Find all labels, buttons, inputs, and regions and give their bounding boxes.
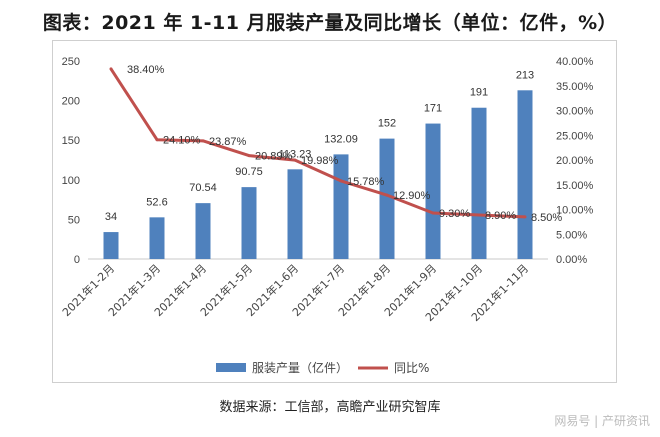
- line-data-label: 8.90%: [485, 210, 516, 222]
- line-data-label: 38.40%: [127, 64, 165, 76]
- y-right-tick-label: 40.00%: [556, 56, 594, 68]
- line-data-label: 9.30%: [439, 208, 470, 220]
- bar: [241, 187, 257, 259]
- yoy-line: [109, 68, 526, 219]
- bar-data-label: 70.54: [189, 182, 217, 194]
- line-data-label: 23.87%: [209, 136, 247, 148]
- bar: [517, 90, 533, 259]
- y-right-tick-label: 5.00%: [556, 229, 587, 241]
- line-data-label: 8.50%: [531, 212, 562, 224]
- y-left-tick-label: 250: [62, 56, 80, 68]
- bar-data-label: 152: [378, 118, 396, 130]
- y-right-tick-label: 25.00%: [556, 130, 594, 142]
- line-data-label: 19.98%: [301, 155, 339, 167]
- y-left-tick-label: 50: [68, 214, 80, 226]
- legend-bar-label: 服装产量（亿件）: [252, 360, 348, 375]
- bar: [195, 203, 211, 259]
- line-point: [201, 139, 205, 143]
- bar-data-label: 52.6: [146, 196, 167, 208]
- chart-title: 图表：2021 年 1-11 月服装产量及同比增长（单位：亿件，%）: [42, 12, 618, 34]
- y-right-tick-label: 0.00%: [556, 254, 587, 266]
- y-right-tick-label: 20.00%: [556, 155, 594, 167]
- y-right-tick-label: 10.00%: [556, 205, 594, 217]
- bar: [471, 107, 487, 259]
- bar: [149, 217, 165, 259]
- bar-data-label: 34: [105, 211, 117, 223]
- line-point: [385, 193, 389, 197]
- bar-data-label: 171: [424, 103, 442, 115]
- line-data-label: 20.89%: [255, 151, 293, 163]
- bar-data-label: 113.23: [279, 148, 312, 160]
- y-left-tick-label: 150: [62, 135, 80, 147]
- source-note: 数据来源：工信部，高瞻产业研究智库: [219, 400, 441, 415]
- line-data-label: 15.78%: [347, 176, 385, 188]
- bar: [287, 169, 303, 259]
- line-point: [523, 215, 527, 219]
- line-point: [293, 158, 297, 162]
- legend-line-label: 同比%: [394, 361, 429, 375]
- line-point: [477, 213, 481, 217]
- line-point: [155, 138, 159, 142]
- bar: [333, 154, 349, 259]
- bar-data-label: 132.09: [324, 133, 358, 145]
- y-left-tick-label: 200: [62, 96, 80, 108]
- y-right-tick-label: 15.00%: [556, 180, 594, 192]
- line-point: [431, 211, 435, 215]
- y-left-tick-label: 100: [62, 175, 80, 187]
- watermark: 网易号 | 产研资讯: [554, 414, 650, 428]
- line-data-label: 12.90%: [393, 190, 431, 202]
- line-point: [109, 67, 113, 71]
- bar-data-label: 191: [470, 87, 488, 99]
- y-right-tick-label: 30.00%: [556, 106, 594, 118]
- line-point: [247, 154, 251, 158]
- y-right-tick-label: 35.00%: [556, 81, 594, 93]
- bar: [103, 232, 119, 259]
- legend-bar-swatch: [216, 363, 246, 372]
- bar-data-label: 90.75: [235, 166, 263, 178]
- bar: [425, 123, 441, 260]
- line-point: [339, 179, 343, 183]
- bar: [379, 138, 395, 259]
- y-left-tick-label: 0: [74, 254, 80, 266]
- line-data-label: 24.10%: [163, 135, 201, 147]
- bar-data-label: 213: [516, 69, 534, 81]
